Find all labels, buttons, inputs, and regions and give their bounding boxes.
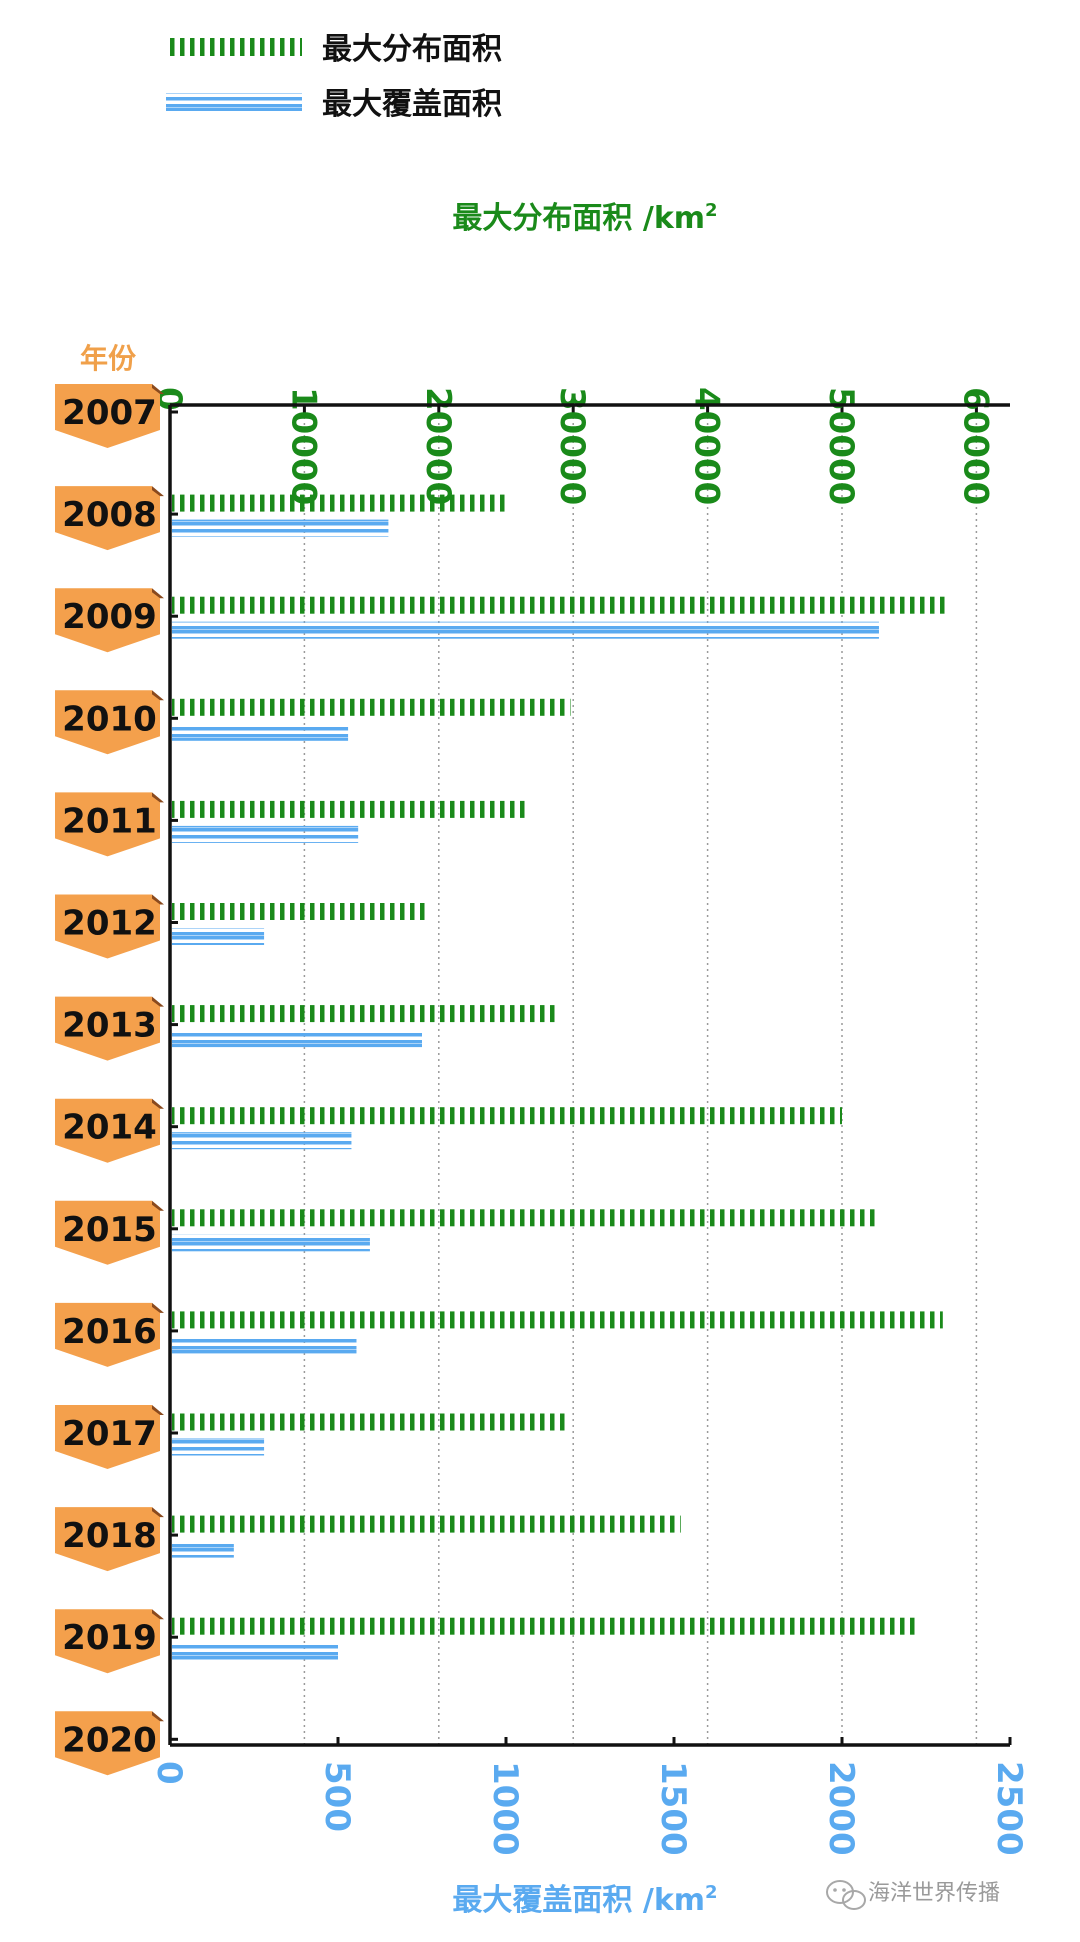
- year-label: 2018: [62, 1516, 157, 1556]
- bottom-axis-ticks: 0 500 1000 1500 2000 2500: [149, 1737, 1029, 1856]
- year-tags: 2007 2008 2009 2010 2011 2012 2013 2014 2015 2016…: [55, 384, 164, 1776]
- bar-coverage-2012: [172, 928, 265, 945]
- bar-coverage-2011: [172, 825, 359, 843]
- year-tag-2015: 2015: [55, 1200, 164, 1265]
- year-tag-2017: 2017: [55, 1405, 164, 1469]
- year-tag-2014: 2014: [55, 1098, 164, 1163]
- year-label: 2016: [62, 1312, 157, 1352]
- bottom-tick-label: 2000: [821, 1761, 861, 1856]
- year-label: 2020: [62, 1720, 157, 1760]
- year-label: 2009: [62, 597, 157, 637]
- year-tag-shape: [55, 1405, 160, 1469]
- year-tag-shape: [55, 1609, 160, 1674]
- bar-distribution-2012: [172, 903, 429, 920]
- bar-distribution-2016: [172, 1311, 943, 1329]
- year-tag-shape: [55, 588, 160, 653]
- year-label: 2011: [62, 801, 157, 841]
- year-tag-shape: [55, 1200, 160, 1265]
- bar-coverage-2009: [172, 621, 879, 639]
- bar-distribution-2018: [172, 1515, 681, 1533]
- bar-distribution-2008: [172, 494, 506, 512]
- year-tag-2012: 2012: [55, 894, 164, 959]
- bottom-tick-label: 500: [317, 1761, 357, 1832]
- legend-swatch-distribution: [166, 38, 302, 56]
- year-tag-2010: 2010: [55, 690, 164, 755]
- year-tag-shape: [55, 1507, 160, 1572]
- year-tag-shape: [55, 486, 160, 551]
- year-tag-shape: [55, 894, 160, 959]
- year-label: 2008: [62, 495, 157, 535]
- year-tag-2013: 2013: [55, 996, 164, 1061]
- year-tag-shape: [55, 384, 160, 448]
- year-label: 2007: [62, 393, 157, 433]
- bar-coverage-2010: [172, 723, 349, 741]
- bar-coverage-2015: [172, 1234, 370, 1252]
- year-tag-2016: 2016: [55, 1302, 164, 1367]
- year-tag-shape: [55, 1098, 160, 1163]
- bottom-tick-label: 1000: [485, 1761, 525, 1856]
- watermark: 海洋世界传播: [826, 1880, 1000, 1910]
- bar-coverage-2017: [172, 1438, 265, 1456]
- year-label: 2013: [62, 1006, 157, 1046]
- wechat-icon: [826, 1880, 866, 1910]
- legend-swatch-coverage: [166, 93, 302, 111]
- year-column-title: 年份: [80, 342, 136, 375]
- bars: [172, 494, 950, 1660]
- axes: [168, 403, 1010, 1747]
- bar-distribution-2015: [172, 1209, 879, 1227]
- year-label: 2010: [62, 699, 157, 739]
- bottom-tick-label: 0: [149, 1761, 189, 1785]
- year-tag-2019: 2019: [55, 1609, 164, 1674]
- bar-distribution-2019: [172, 1617, 919, 1635]
- bar-distribution-2014: [172, 1107, 842, 1125]
- bar-coverage-2008: [172, 519, 389, 537]
- bar-distribution-2009: [172, 596, 950, 614]
- watermark-text: 海洋世界传播: [868, 1881, 1000, 1906]
- bottom-tick-label: 1500: [653, 1761, 693, 1856]
- year-label: 2015: [62, 1210, 157, 1250]
- year-tag-2007: 2007: [55, 384, 164, 448]
- year-tag-shape: [55, 1302, 160, 1367]
- year-tag-shape: [55, 690, 160, 755]
- legend-label-distribution: 最大分布面积: [322, 32, 502, 67]
- bottom-axis-title: 最大覆盖面积 /km2: [452, 1882, 717, 1918]
- year-label: 2012: [62, 904, 157, 944]
- year-label: 2017: [62, 1414, 157, 1454]
- bar-distribution-2013: [172, 1005, 560, 1023]
- year-label: 2019: [62, 1618, 157, 1658]
- year-tag-2018: 2018: [55, 1507, 164, 1572]
- bar-coverage-2013: [172, 1030, 422, 1048]
- year-tag-2008: 2008: [55, 486, 164, 551]
- bar-distribution-2010: [172, 698, 571, 716]
- bar-distribution-2011: [172, 800, 527, 818]
- year-tag-shape: [55, 1711, 160, 1776]
- year-tag-2009: 2009: [55, 588, 164, 653]
- legend-label-coverage: 最大覆盖面积: [322, 87, 502, 122]
- bar-distribution-2017: [172, 1413, 567, 1431]
- bar-coverage-2018: [172, 1540, 234, 1558]
- top-axis-title: 最大分布面积 /km2: [452, 200, 717, 236]
- year-tag-shape: [55, 792, 160, 857]
- bar-coverage-2019: [172, 1642, 338, 1660]
- year-tag-2011: 2011: [55, 792, 164, 857]
- bar-coverage-2016: [172, 1336, 357, 1354]
- legend: 最大分布面积 最大覆盖面积: [166, 32, 502, 122]
- bar-coverage-2014: [172, 1132, 352, 1150]
- bottom-tick-label: 2500: [989, 1761, 1029, 1856]
- year-tag-2020: 2020: [55, 1711, 164, 1776]
- year-tag-shape: [55, 996, 160, 1061]
- year-label: 2014: [62, 1108, 157, 1148]
